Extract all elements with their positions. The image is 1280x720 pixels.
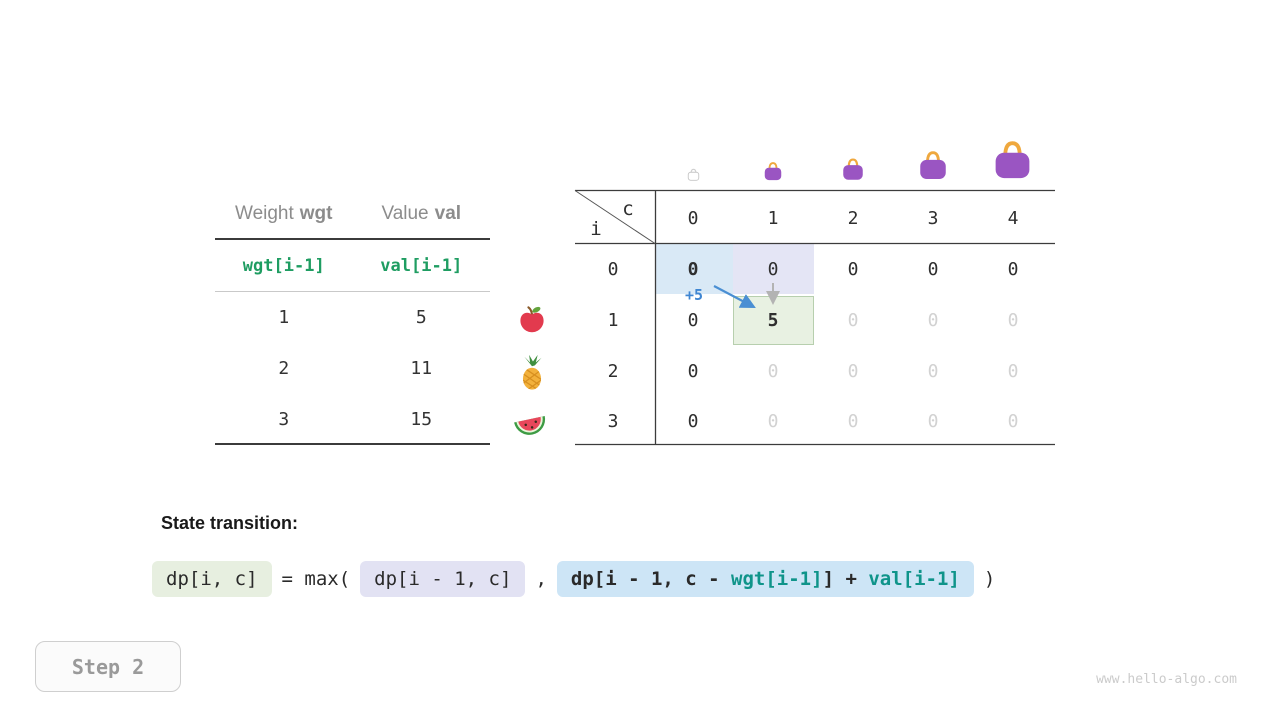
- formula-operator: = max(: [281, 568, 351, 590]
- item-value: 11: [410, 358, 433, 379]
- bag-icon: [762, 160, 784, 182]
- bag-outline-icon: [686, 167, 701, 182]
- dp-row-header: 3: [607, 410, 619, 432]
- dp-col-header: 0: [687, 207, 699, 229]
- dp-row-header: 0: [607, 258, 619, 280]
- item-row: 3 15: [215, 394, 490, 445]
- value-column-header: Value val: [353, 190, 491, 238]
- weight-header-code: wgt: [299, 203, 333, 224]
- dp-cell: 0: [847, 309, 859, 331]
- state-transition-heading: State transition:: [161, 513, 299, 533]
- pineapple-icon: [513, 353, 551, 391]
- watermelon-icon: [511, 403, 549, 441]
- dp-cell: 0: [847, 410, 859, 432]
- dp-cell: 5: [767, 309, 779, 331]
- dp-corner-label-c: c: [622, 198, 634, 220]
- dp-col-header: 1: [767, 207, 779, 229]
- dp-col-header: 3: [927, 207, 939, 229]
- formula-arg2-part1: dp[i - 1, c -: [570, 568, 732, 590]
- items-table: Weight wgt Value val wgt[i-1] val[i-1] 1…: [215, 190, 490, 445]
- dp-cell: 0: [767, 258, 779, 280]
- dp-col-header: 4: [1007, 207, 1019, 229]
- formula-arg2-part3: ] +: [822, 568, 869, 590]
- dp-cell: 0: [847, 258, 859, 280]
- state-transition-formula: dp[i, c] = max( dp[i - 1, c] , dp[i - 1,…: [152, 561, 995, 597]
- bag-icon: [990, 137, 1035, 182]
- formula-arg1: dp[i - 1, c]: [360, 561, 526, 597]
- watermark: www.hello-algo.com: [1096, 672, 1237, 687]
- dp-cell: 0: [687, 360, 699, 382]
- item-row: 2 11: [215, 343, 490, 394]
- value-formula: val[i-1]: [380, 255, 463, 276]
- dp-cell: 0: [1007, 360, 1019, 382]
- apple-icon: [516, 303, 548, 335]
- dp-cell: 0: [1007, 309, 1019, 331]
- dp-cell: 0: [687, 410, 699, 432]
- item-value: 15: [410, 409, 433, 430]
- item-weight: 2: [278, 358, 290, 379]
- dp-cell: 0: [927, 410, 939, 432]
- formula-arg2-wgt: wgt[i-1]: [731, 568, 823, 590]
- dp-cell: 0: [767, 410, 779, 432]
- weight-header-text: Weight: [234, 203, 294, 224]
- step-badge: Step 2: [35, 641, 181, 692]
- weight-column-header: Weight wgt: [215, 190, 353, 238]
- items-table-formula-row: wgt[i-1] val[i-1]: [215, 240, 490, 292]
- items-table-header-row: Weight wgt Value val: [215, 190, 490, 240]
- dp-row-header: 2: [607, 360, 619, 382]
- dp-cell: 0: [847, 360, 859, 382]
- dp-cell: 0: [687, 258, 699, 280]
- bag-icon: [840, 156, 866, 182]
- value-header-text: Value: [381, 203, 429, 224]
- item-value: 5: [415, 307, 427, 328]
- step-badge-label: Step 2: [71, 654, 145, 679]
- dp-corner-label-i: i: [590, 218, 602, 240]
- formula-closing: ): [983, 568, 996, 590]
- formula-separator: ,: [535, 568, 547, 590]
- dp-cell: 0: [927, 258, 939, 280]
- dp-cell: 0: [767, 360, 779, 382]
- dp-cell: 0: [687, 309, 699, 331]
- value-header-code: val: [434, 203, 462, 224]
- dp-cell: 0: [1007, 258, 1019, 280]
- item-row: 1 5: [215, 292, 490, 343]
- weight-formula: wgt[i-1]: [242, 255, 325, 276]
- formula-arg2: dp[i - 1, c - wgt[i-1]] + val[i-1]: [556, 561, 974, 597]
- formula-lhs: dp[i, c]: [152, 561, 272, 597]
- formula-arg2-val: val[i-1]: [868, 568, 960, 590]
- item-weight: 1: [278, 307, 290, 328]
- dp-row-header: 1: [607, 309, 619, 331]
- dp-cell: 0: [1007, 410, 1019, 432]
- dp-cell: 0: [927, 360, 939, 382]
- item-weight: 3: [278, 409, 290, 430]
- dp-col-header: 2: [847, 207, 859, 229]
- bag-icon: [916, 148, 950, 182]
- transition-value-annotation: +5: [685, 286, 704, 304]
- dp-cell: 0: [927, 309, 939, 331]
